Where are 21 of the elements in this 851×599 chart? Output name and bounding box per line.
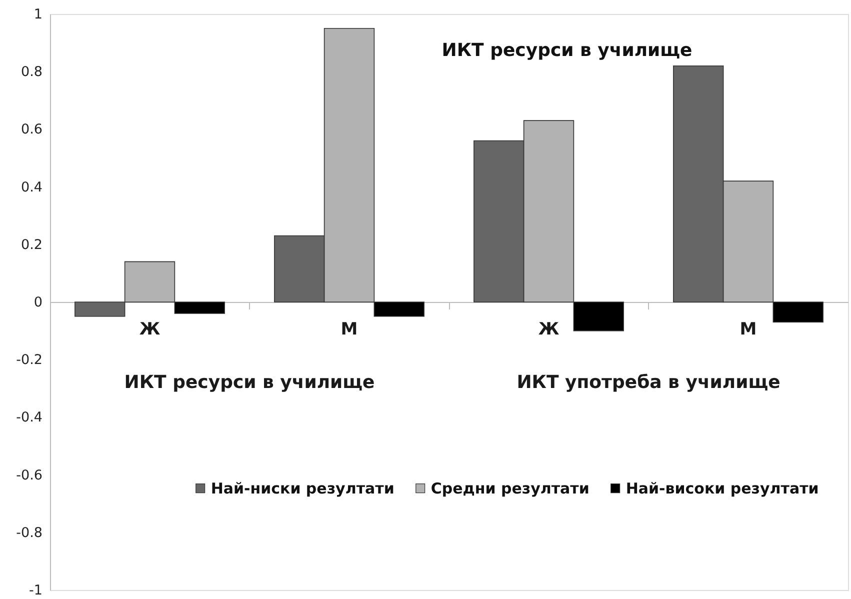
y-tick-label: -1	[29, 582, 42, 598]
y-tick-label: -0.2	[16, 352, 42, 368]
y-tick-label: -0.6	[16, 467, 42, 484]
legend-label: Средни резултати	[430, 479, 590, 498]
x-tick-label: Ж	[139, 320, 160, 340]
annotation: ИКТ ресурси в училище	[124, 372, 375, 393]
y-tick-label: 0.6	[21, 122, 42, 138]
legend-label: Най-високи резултати	[626, 479, 819, 498]
text: ИКТ ресурси в училище	[442, 40, 692, 61]
x-tick-label: М	[340, 320, 358, 340]
y-tick-label: 0.4	[21, 179, 42, 196]
x-tick-label: М	[740, 320, 757, 340]
y-tick-label: 0.8	[21, 64, 42, 80]
y-tick-label: -0.4	[16, 410, 42, 426]
y-tick-label: 1	[34, 6, 42, 22]
x-tick-label: Ж	[538, 320, 560, 340]
legend-label: Най-ниски резултати	[210, 479, 394, 498]
y-tick-label: 0.2	[21, 236, 42, 253]
y-tick-label: 0	[34, 294, 42, 310]
annotation: ИКТ употреба в училище	[516, 372, 780, 393]
y-tick-label: -0.8	[16, 524, 42, 541]
